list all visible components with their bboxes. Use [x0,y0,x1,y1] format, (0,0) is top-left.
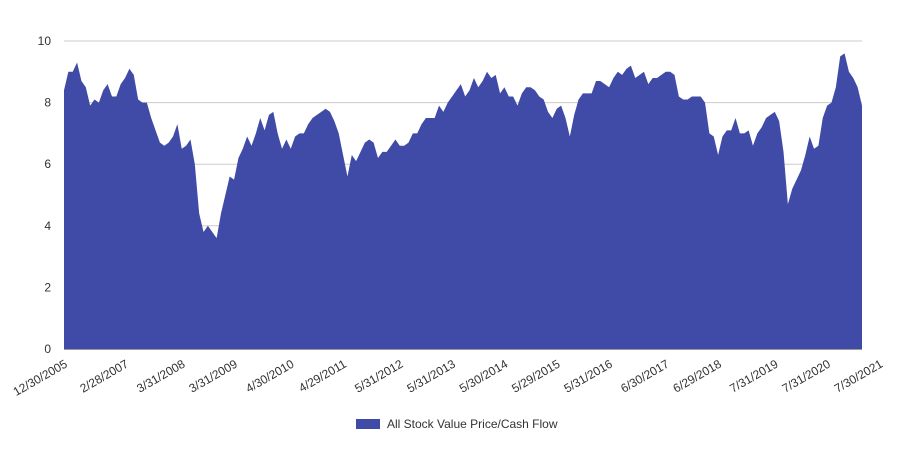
plot-area [64,53,862,349]
y-tick-label: 6 [44,157,51,171]
x-tick-label: 2/28/2007 [78,357,132,396]
area-series [64,53,862,349]
x-tick-label: 7/30/2021 [832,357,886,396]
y-tick-label: 8 [44,96,51,110]
x-tick-label: 3/31/2008 [134,357,188,396]
x-tick-label: 5/29/2015 [509,357,563,396]
x-tick-label: 5/30/2014 [457,357,511,396]
y-tick-label: 10 [38,34,52,48]
legend-swatch [356,419,380,429]
x-tick-label: 7/31/2019 [727,357,781,396]
x-tick-label: 3/31/2009 [187,357,241,396]
x-tick-label: 5/31/2016 [562,357,616,396]
legend: All Stock Value Price/Cash Flow [356,417,558,431]
x-tick-label: 6/30/2017 [618,357,672,396]
x-tick-label: 5/31/2013 [405,357,459,396]
x-tick-label: 6/29/2018 [671,357,725,396]
x-tick-label: 12/30/2005 [11,357,70,399]
legend-label: All Stock Value Price/Cash Flow [387,417,558,431]
y-tick-label: 2 [44,280,51,294]
y-tick-label: 4 [44,219,51,233]
x-tick-label: 5/31/2012 [352,357,406,396]
x-tick-label: 4/30/2010 [243,357,297,396]
y-tick-label: 0 [44,342,51,356]
x-tick-label: 7/31/2020 [780,357,834,396]
x-tick-label: 4/29/2011 [296,357,349,396]
